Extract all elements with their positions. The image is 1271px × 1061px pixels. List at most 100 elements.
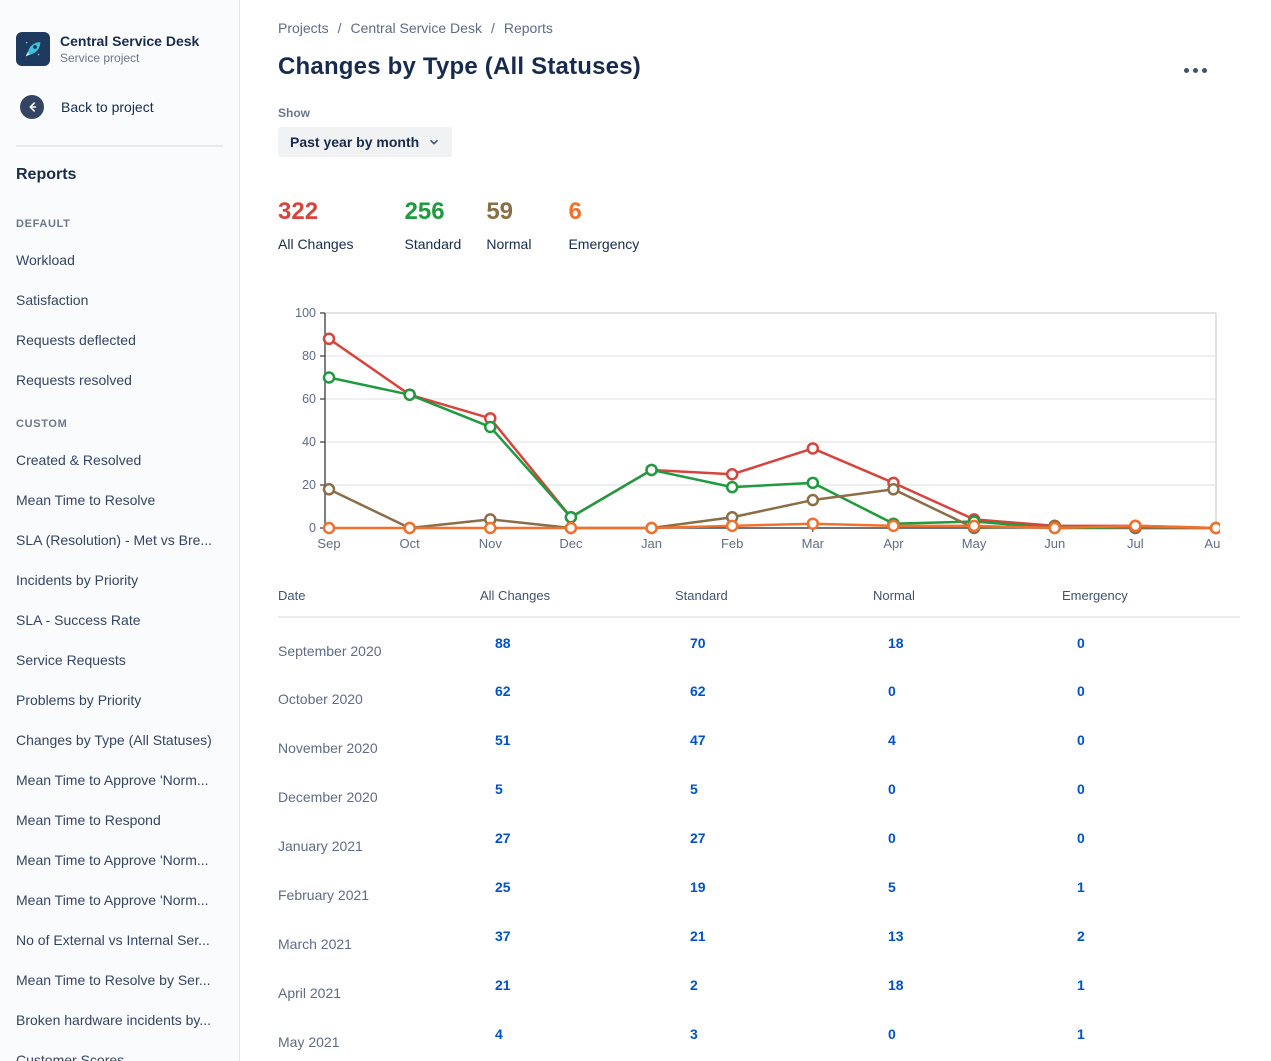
- sidebar-item-service-requests[interactable]: Service Requests: [16, 652, 126, 668]
- value-link-emergency[interactable]: 1: [1077, 1026, 1085, 1042]
- x-axis-tick-label: Feb: [721, 536, 743, 551]
- value-link-all-changes[interactable]: 4: [495, 1026, 503, 1042]
- date-cell: October 2020: [278, 691, 363, 707]
- sidebar-item-customer-scores[interactable]: Customer Scores: [16, 1052, 125, 1061]
- sidebar-divider: [16, 145, 223, 147]
- table-row: October 2020 62 62 0 0: [278, 666, 1240, 715]
- data-point: [1129, 519, 1142, 533]
- value-cell: 70: [675, 617, 873, 666]
- value-link-normal[interactable]: 5: [888, 879, 896, 895]
- value-cell: 0: [1062, 813, 1240, 862]
- report-table-body: September 2020 88 70 18 0 October 2020 62 62 0 0 N…: [278, 617, 1240, 1058]
- sidebar-item-requests-resolved[interactable]: Requests resolved: [16, 372, 132, 388]
- sidebar-item-sla-success-rate[interactable]: SLA - Success Rate: [16, 612, 141, 628]
- more-options-button[interactable]: [1179, 58, 1211, 82]
- value-link-all-changes[interactable]: 88: [495, 635, 511, 651]
- breadcrumb-link-central-service-desk[interactable]: Central Service Desk: [350, 20, 482, 36]
- x-axis-tick-label: Jan: [641, 536, 662, 551]
- value-link-all-changes[interactable]: 5: [495, 781, 503, 797]
- value-link-emergency[interactable]: 0: [1077, 683, 1085, 699]
- value-link-all-changes[interactable]: 21: [495, 977, 511, 993]
- period-dropdown[interactable]: Past year by month: [278, 127, 453, 157]
- y-axis-tick-label: 100: [295, 307, 316, 320]
- sidebar-item-mean-time-to-approve-norm[interactable]: Mean Time to Approve 'Norm...: [16, 892, 209, 908]
- back-to-project-button[interactable]: Back to project: [16, 95, 231, 119]
- chevron-down-icon: [428, 136, 440, 148]
- value-link-normal[interactable]: 4: [888, 732, 896, 748]
- sidebar-item-mean-time-to-respond[interactable]: Mean Time to Respond: [16, 812, 161, 828]
- sidebar-item-problems-by-priority[interactable]: Problems by Priority: [16, 692, 142, 708]
- value-link-all-changes[interactable]: 62: [495, 683, 511, 699]
- value-link-normal[interactable]: 13: [888, 928, 904, 944]
- value-cell: 0: [873, 1009, 1062, 1058]
- sidebar-item-satisfaction[interactable]: Satisfaction: [16, 292, 89, 308]
- value-link-emergency[interactable]: 0: [1077, 732, 1085, 748]
- stat-all-changes: 322 All Changes: [278, 199, 354, 253]
- more-options-icon: [1183, 67, 1189, 73]
- arrow-left-icon: [20, 95, 44, 119]
- stat-label: Normal: [486, 236, 532, 252]
- breadcrumb-link-reports[interactable]: Reports: [503, 20, 553, 36]
- data-point: [645, 521, 658, 535]
- y-axis-tick-label: 0: [309, 521, 316, 535]
- series-line-emergency: [327, 522, 1218, 530]
- value-link-all-changes[interactable]: 37: [495, 928, 511, 944]
- date-cell: March 2021: [278, 936, 352, 952]
- x-axis-tick-label: Nov: [479, 536, 503, 551]
- x-axis-tick-label: Jun: [1044, 536, 1065, 551]
- column-header-standard: Standard: [675, 588, 873, 618]
- sidebar-item-no-of-external-vs-internal-ser[interactable]: No of External vs Internal Ser...: [16, 932, 210, 948]
- sidebar-item-workload[interactable]: Workload: [16, 252, 75, 268]
- reports-heading: Reports: [16, 166, 77, 183]
- value-link-standard[interactable]: 27: [690, 830, 706, 846]
- sidebar-item-mean-time-to-resolve[interactable]: Mean Time to Resolve: [16, 492, 156, 508]
- date-cell: September 2020: [278, 643, 382, 659]
- value-link-standard[interactable]: 70: [690, 635, 706, 651]
- value-link-emergency[interactable]: 1: [1077, 879, 1085, 895]
- sidebar-item-mean-time-to-approve-norm[interactable]: Mean Time to Approve 'Norm...: [16, 852, 209, 868]
- value-link-all-changes[interactable]: 27: [495, 830, 511, 846]
- sidebar-item-sla-resolution-met-vs-bre[interactable]: SLA (Resolution) - Met vs Bre...: [16, 532, 213, 548]
- value-cell: 21: [675, 911, 873, 960]
- value-link-normal[interactable]: 0: [888, 683, 896, 699]
- value-link-standard[interactable]: 21: [690, 928, 706, 944]
- value-link-standard[interactable]: 5: [690, 781, 698, 797]
- data-point: [484, 521, 497, 535]
- value-link-standard[interactable]: 19: [690, 879, 706, 895]
- value-cell: 18: [873, 960, 1062, 1009]
- value-cell: 18: [873, 617, 1062, 666]
- column-header-emergency: Emergency: [1062, 588, 1240, 618]
- value-link-emergency[interactable]: 2: [1077, 928, 1085, 944]
- sidebar-item-changes-by-type-all-statuses[interactable]: Changes by Type (All Statuses): [16, 732, 212, 748]
- value-link-standard[interactable]: 62: [690, 683, 706, 699]
- value-link-normal[interactable]: 18: [888, 977, 904, 993]
- value-link-standard[interactable]: 2: [690, 977, 698, 993]
- value-cell: 2: [1062, 911, 1240, 960]
- sidebar-item-mean-time-to-resolve-by-ser[interactable]: Mean Time to Resolve by Ser...: [16, 972, 211, 988]
- value-link-emergency[interactable]: 0: [1077, 830, 1085, 846]
- value-link-all-changes[interactable]: 25: [495, 879, 511, 895]
- breadcrumb-separator: /: [490, 20, 495, 36]
- value-link-normal[interactable]: 18: [888, 635, 904, 651]
- value-link-normal[interactable]: 0: [888, 1026, 896, 1042]
- stat-value: 6: [568, 198, 582, 225]
- value-link-normal[interactable]: 0: [888, 830, 896, 846]
- value-link-standard[interactable]: 47: [690, 732, 706, 748]
- sidebar-item-created-resolved[interactable]: Created & Resolved: [16, 452, 142, 468]
- sidebar-item-broken-hardware-incidents-by[interactable]: Broken hardware incidents by...: [16, 1012, 212, 1028]
- project-avatar-rocket-icon: [16, 32, 50, 66]
- value-link-all-changes[interactable]: 51: [495, 732, 511, 748]
- value-cell: 5: [480, 764, 675, 813]
- value-link-standard[interactable]: 3: [690, 1026, 698, 1042]
- value-link-emergency[interactable]: 0: [1077, 781, 1085, 797]
- value-link-emergency[interactable]: 1: [1077, 977, 1085, 993]
- y-axis-tick-label: 80: [302, 349, 316, 363]
- value-link-normal[interactable]: 0: [888, 781, 896, 797]
- sidebar-item-mean-time-to-approve-norm[interactable]: Mean Time to Approve 'Norm...: [16, 772, 209, 788]
- data-point: [887, 519, 900, 533]
- sidebar-item-incidents-by-priority[interactable]: Incidents by Priority: [16, 572, 139, 588]
- breadcrumb-link-projects[interactable]: Projects: [278, 20, 329, 36]
- value-link-emergency[interactable]: 0: [1077, 635, 1085, 651]
- sidebar-item-requests-deflected[interactable]: Requests deflected: [16, 332, 136, 348]
